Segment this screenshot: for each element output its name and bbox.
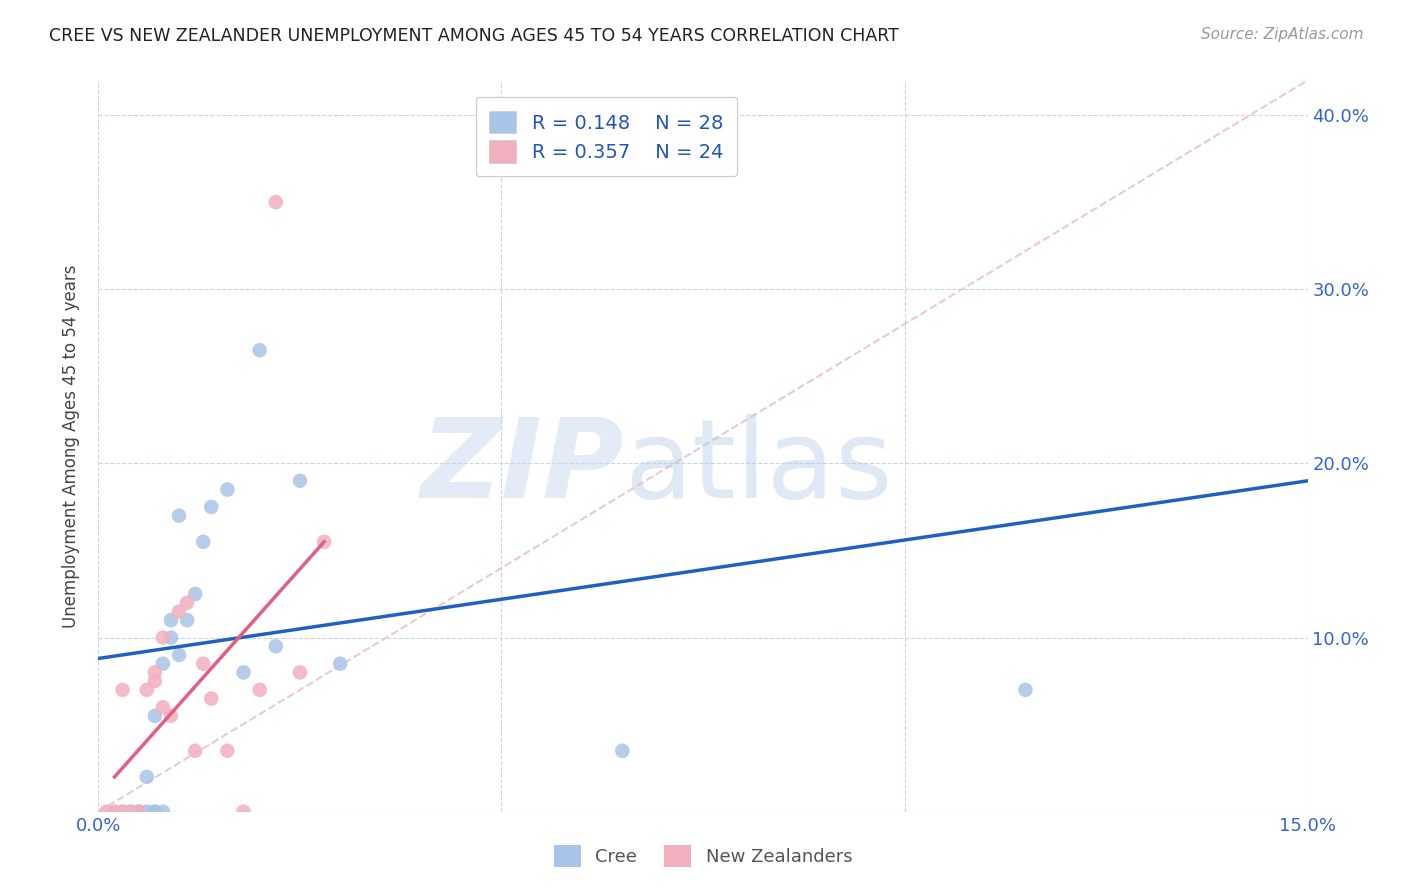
- Point: [176, 613, 198, 627]
- Point: [167, 604, 190, 618]
- Point: [1014, 682, 1036, 697]
- Point: [120, 805, 142, 819]
- Point: [314, 534, 336, 549]
- Point: [111, 805, 134, 819]
- Point: [128, 805, 150, 819]
- Point: [135, 805, 157, 819]
- Point: [135, 770, 157, 784]
- Point: [160, 613, 183, 627]
- Point: [160, 709, 183, 723]
- Point: [143, 805, 166, 819]
- Point: [612, 744, 634, 758]
- Text: CREE VS NEW ZEALANDER UNEMPLOYMENT AMONG AGES 45 TO 54 YEARS CORRELATION CHART: CREE VS NEW ZEALANDER UNEMPLOYMENT AMONG…: [49, 27, 898, 45]
- Point: [111, 805, 134, 819]
- Point: [217, 483, 239, 497]
- Point: [96, 805, 118, 819]
- Point: [264, 195, 287, 210]
- Point: [329, 657, 352, 671]
- Point: [288, 665, 311, 680]
- Point: [249, 682, 271, 697]
- Point: [143, 674, 166, 689]
- Point: [103, 805, 125, 819]
- Text: ZIP: ZIP: [420, 415, 624, 522]
- Point: [120, 805, 142, 819]
- Point: [143, 805, 166, 819]
- Point: [184, 744, 207, 758]
- Point: [288, 474, 311, 488]
- Point: [232, 665, 254, 680]
- Point: [167, 648, 190, 662]
- Point: [193, 657, 215, 671]
- Y-axis label: Unemployment Among Ages 45 to 54 years: Unemployment Among Ages 45 to 54 years: [62, 264, 80, 628]
- Point: [111, 682, 134, 697]
- Point: [167, 508, 190, 523]
- Text: atlas: atlas: [624, 415, 893, 522]
- Point: [200, 691, 222, 706]
- Point: [264, 640, 287, 654]
- Legend: R = 0.148    N = 28, R = 0.357    N = 24: R = 0.148 N = 28, R = 0.357 N = 24: [475, 97, 737, 177]
- Point: [176, 596, 198, 610]
- Point: [103, 805, 125, 819]
- Point: [184, 587, 207, 601]
- Point: [152, 631, 174, 645]
- Point: [217, 744, 239, 758]
- Point: [143, 709, 166, 723]
- Point: [135, 682, 157, 697]
- Point: [128, 805, 150, 819]
- Point: [474, 161, 496, 175]
- Point: [160, 631, 183, 645]
- Legend: Cree, New Zealanders: Cree, New Zealanders: [547, 838, 859, 874]
- Point: [143, 665, 166, 680]
- Point: [193, 534, 215, 549]
- Text: Source: ZipAtlas.com: Source: ZipAtlas.com: [1201, 27, 1364, 42]
- Point: [152, 657, 174, 671]
- Point: [200, 500, 222, 514]
- Point: [232, 805, 254, 819]
- Point: [128, 805, 150, 819]
- Point: [152, 805, 174, 819]
- Point: [152, 700, 174, 714]
- Point: [249, 343, 271, 358]
